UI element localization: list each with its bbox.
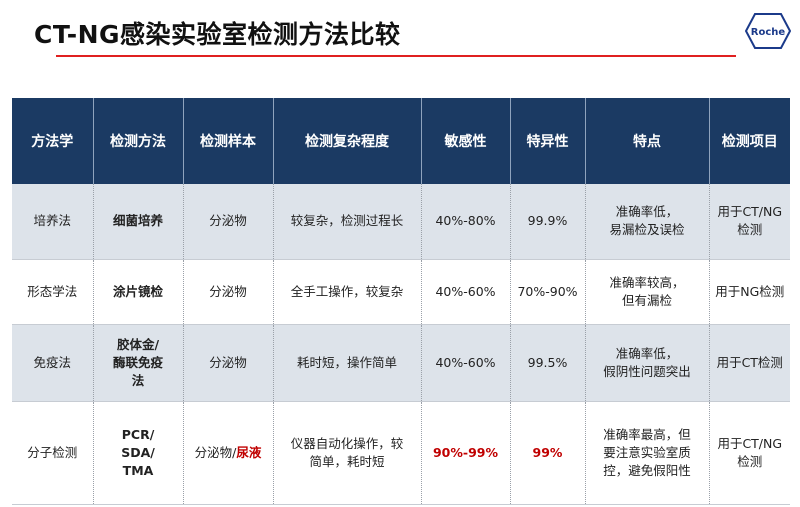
method-line: 胶体金/ [116, 336, 160, 352]
sample-highlight: 尿液 [236, 444, 262, 460]
cell-sensitivity: 40%-60% [421, 259, 511, 325]
cell-features: 准确率较高， 但有漏检 [585, 259, 710, 325]
header-specificity: 特异性 [510, 98, 586, 184]
header-items: 检测项目 [709, 98, 790, 184]
sample-text: 分泌物/ [194, 444, 237, 460]
cell-specificity: 99.5% [510, 324, 586, 402]
cell-sensitivity: 90%-99% [421, 401, 511, 505]
method-line: SDA/ [121, 444, 155, 460]
cell-method-class: 形态学法 [12, 259, 94, 325]
items-line: 检测 [737, 222, 763, 238]
cell-complexity: 仪器自动化操作，较 简单，耗时短 [273, 401, 422, 505]
comparison-table: 方法学 检测方法 检测样本 检测复杂程度 敏感性 特异性 特点 检测项目 培养法… [12, 98, 790, 505]
cell-method: 细菌培养 [93, 184, 184, 260]
logo-text: Roche [751, 27, 786, 38]
items-line: 检测 [737, 453, 763, 469]
table-row: 培养法 细菌培养 分泌物 较复杂，检测过程长 40%-80% 99.9% 准确率… [12, 184, 790, 260]
page-title: CT-NG感染实验室检测方法比较 [34, 20, 401, 49]
features-line: 假阴性问题突出 [603, 363, 691, 379]
cell-items: 用于CT/NG 检测 [709, 184, 790, 260]
features-line: 准确率低， [615, 345, 679, 361]
cell-sample: 分泌物 [183, 324, 274, 402]
cell-sample: 分泌物/尿液 [183, 401, 274, 505]
features-line: 但有漏检 [621, 292, 672, 308]
title-divider [56, 55, 736, 57]
features-line: 准确率低， [615, 204, 679, 220]
cell-items: 用于CT/NG 检测 [709, 401, 790, 505]
roche-logo-icon: Roche [744, 12, 792, 50]
features-line: 易漏检及误检 [609, 222, 685, 238]
table-row: 分子检测 PCR/ SDA/ TMA 分泌物/尿液 仪器自动化操作，较 简单，耗… [12, 401, 790, 505]
features-line: 控，避免假阳性 [603, 462, 691, 478]
cell-method-class: 培养法 [12, 184, 94, 260]
cell-method: 涂片镜检 [93, 259, 184, 325]
cell-sample: 分泌物 [183, 259, 274, 325]
cell-sensitivity: 40%-60% [421, 324, 511, 402]
items-line: 用于CT/NG [717, 204, 783, 220]
method-line: TMA [122, 462, 154, 478]
table-row: 免疫法 胶体金/ 酶联免疫 法 分泌物 耗时短，操作简单 40%-60% 99.… [12, 324, 790, 402]
header-sample: 检测样本 [183, 98, 274, 184]
complexity-line: 简单，耗时短 [309, 453, 385, 469]
cell-sample: 分泌物 [183, 184, 274, 260]
cell-method: PCR/ SDA/ TMA [93, 401, 184, 505]
method-line: PCR/ [121, 426, 155, 442]
cell-specificity: 70%-90% [510, 259, 586, 325]
cell-complexity: 耗时短，操作简单 [273, 324, 422, 402]
cell-method-class: 免疫法 [12, 324, 94, 402]
cell-specificity: 99% [510, 401, 586, 505]
table-row: 形态学法 涂片镜检 分泌物 全手工操作，较复杂 40%-60% 70%-90% … [12, 259, 790, 325]
header-features: 特点 [585, 98, 710, 184]
header-complexity: 检测复杂程度 [273, 98, 422, 184]
complexity-line: 仪器自动化操作，较 [290, 435, 404, 451]
cell-features: 准确率低， 假阴性问题突出 [585, 324, 710, 402]
cell-features: 准确率最高，但 要注意实验室质 控，避免假阳性 [585, 401, 710, 505]
features-line: 准确率最高，但 [603, 426, 691, 442]
features-line: 准确率较高， [609, 274, 685, 290]
cell-complexity: 较复杂，检测过程长 [273, 184, 422, 260]
method-line: 法 [131, 372, 145, 388]
cell-specificity: 99.9% [510, 184, 586, 260]
cell-method: 胶体金/ 酶联免疫 法 [93, 324, 184, 402]
items-line: 用于CT/NG [717, 435, 783, 451]
header-method: 检测方法 [93, 98, 184, 184]
header-method-class: 方法学 [12, 98, 94, 184]
cell-items: 用于NG检测 [709, 259, 790, 325]
cell-sensitivity: 40%-80% [421, 184, 511, 260]
table-header-row: 方法学 检测方法 检测样本 检测复杂程度 敏感性 特异性 特点 检测项目 [12, 98, 790, 184]
method-line: 酶联免疫 [112, 354, 163, 370]
header-sensitivity: 敏感性 [421, 98, 511, 184]
features-line: 要注意实验室质 [603, 444, 691, 460]
cell-method-class: 分子检测 [12, 401, 94, 505]
cell-complexity: 全手工操作，较复杂 [273, 259, 422, 325]
cell-features: 准确率低， 易漏检及误检 [585, 184, 710, 260]
cell-items: 用于CT检测 [709, 324, 790, 402]
